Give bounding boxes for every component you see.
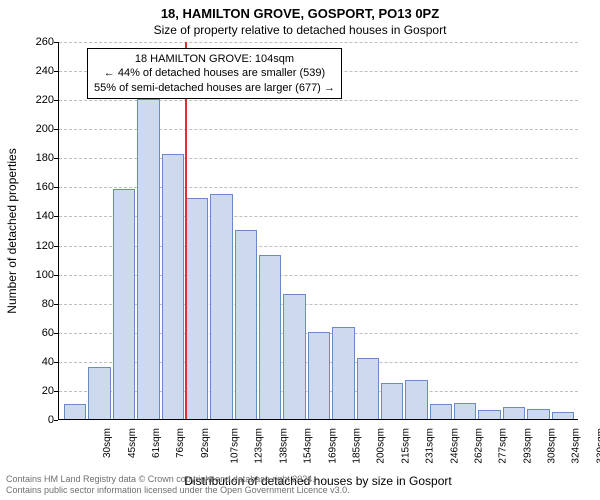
- y-tick-label: 240: [24, 65, 54, 77]
- y-tick-label: 0: [24, 414, 54, 426]
- bar: [64, 404, 86, 419]
- y-tick-mark: [54, 158, 58, 159]
- x-tick-label: 154sqm: [303, 428, 314, 464]
- bar: [308, 332, 330, 419]
- bar: [137, 99, 159, 419]
- bar: [186, 198, 208, 419]
- y-tick-label: 60: [24, 327, 54, 339]
- y-tick-label: 120: [24, 240, 54, 252]
- plot-area: 18 HAMILTON GROVE: 104sqm ← 44% of detac…: [58, 42, 578, 420]
- x-tick-label: 92sqm: [200, 428, 211, 458]
- x-tick-label: 30sqm: [102, 428, 113, 458]
- bar: [88, 367, 110, 419]
- bar: [430, 404, 452, 419]
- info-box-line: 18 HAMILTON GROVE: 104sqm: [94, 52, 335, 66]
- y-tick-mark: [54, 42, 58, 43]
- bar: [113, 189, 135, 419]
- bar: [210, 194, 232, 419]
- y-axis-label: Number of detached properties: [5, 148, 19, 313]
- x-tick-label: 45sqm: [127, 428, 138, 458]
- y-tick-mark: [54, 420, 58, 421]
- bar: [454, 403, 476, 419]
- bar: [235, 230, 257, 419]
- x-tick-label: 231sqm: [425, 428, 436, 464]
- y-tick-mark: [54, 246, 58, 247]
- x-tick-label: 339sqm: [595, 428, 600, 464]
- y-tick-mark: [54, 129, 58, 130]
- y-tick-mark: [54, 333, 58, 334]
- x-tick-label: 246sqm: [449, 428, 460, 464]
- bar: [162, 154, 184, 419]
- bar: [503, 407, 525, 419]
- bar: [381, 383, 403, 419]
- y-tick-mark: [54, 216, 58, 217]
- x-tick-label: 200sqm: [376, 428, 387, 464]
- y-tick-mark: [54, 187, 58, 188]
- bar: [527, 409, 549, 419]
- info-box-line: 55% of semi-detached houses are larger (…: [94, 81, 335, 95]
- bar: [283, 294, 305, 419]
- x-tick-label: 61sqm: [151, 428, 162, 458]
- x-tick-label: 107sqm: [230, 428, 241, 464]
- bar: [405, 380, 427, 419]
- y-tick-label: 100: [24, 269, 54, 281]
- info-box-line: ← 44% of detached houses are smaller (53…: [94, 66, 335, 80]
- y-tick-label: 260: [24, 36, 54, 48]
- x-tick-label: 215sqm: [400, 428, 411, 464]
- y-tick-label: 140: [24, 210, 54, 222]
- bar: [552, 412, 574, 419]
- footnote-line: Contains public sector information licen…: [6, 485, 350, 496]
- y-tick-label: 80: [24, 298, 54, 310]
- x-tick-label: 277sqm: [498, 428, 509, 464]
- y-tick-mark: [54, 304, 58, 305]
- y-tick-mark: [54, 362, 58, 363]
- x-tick-label: 76sqm: [175, 428, 186, 458]
- bar: [357, 358, 379, 419]
- x-tick-label: 185sqm: [352, 428, 363, 464]
- x-tick-label: 138sqm: [278, 428, 289, 464]
- x-tick-label: 308sqm: [547, 428, 558, 464]
- footnote-line: Contains HM Land Registry data © Crown c…: [6, 474, 350, 485]
- y-tick-label: 20: [24, 385, 54, 397]
- y-tick-mark: [54, 100, 58, 101]
- x-tick-label: 123sqm: [254, 428, 265, 464]
- y-tick-mark: [54, 391, 58, 392]
- chart-title-sub: Size of property relative to detached ho…: [0, 21, 600, 37]
- y-tick-label: 200: [24, 123, 54, 135]
- y-tick-label: 220: [24, 94, 54, 106]
- info-box: 18 HAMILTON GROVE: 104sqm ← 44% of detac…: [87, 48, 342, 99]
- bar: [478, 410, 500, 419]
- x-tick-label: 262sqm: [473, 428, 484, 464]
- y-tick-label: 180: [24, 152, 54, 164]
- chart-area: 18 HAMILTON GROVE: 104sqm ← 44% of detac…: [58, 42, 578, 420]
- y-tick-label: 160: [24, 181, 54, 193]
- x-tick-label: 169sqm: [327, 428, 338, 464]
- y-tick-mark: [54, 275, 58, 276]
- y-tick-label: 40: [24, 356, 54, 368]
- footnote: Contains HM Land Registry data © Crown c…: [6, 474, 350, 497]
- bar: [259, 255, 281, 419]
- x-tick-label: 293sqm: [522, 428, 533, 464]
- chart-title-main: 18, HAMILTON GROVE, GOSPORT, PO13 0PZ: [0, 0, 600, 21]
- bar: [332, 327, 354, 419]
- x-tick-label: 324sqm: [571, 428, 582, 464]
- y-tick-mark: [54, 71, 58, 72]
